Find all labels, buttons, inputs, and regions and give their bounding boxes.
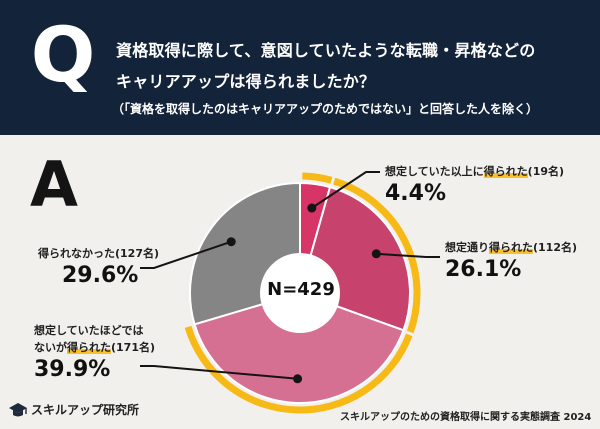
leader-line-1 — [376, 252, 440, 258]
pie-center-hole — [260, 253, 340, 333]
slice-percent-2: 39.9% — [34, 357, 111, 382]
slice-label-1: 想定通り得られた(112名) — [445, 239, 577, 255]
leader-line-2 — [140, 365, 298, 380]
slice-label-0-pre: 想定していた以上に — [385, 165, 484, 178]
slice-label-2-highlight: 得られた — [67, 341, 111, 354]
slice-label-3-count: (127名) — [115, 247, 160, 260]
leader-line-0 — [311, 171, 380, 209]
slice-label-1-highlight: 得られた — [489, 241, 533, 254]
a-letter: A — [30, 148, 78, 221]
slice-percent-3: 29.6% — [62, 263, 139, 288]
slice-label-2-count: (171名) — [111, 341, 156, 354]
slice-label-3: 得られなかった(127名) — [38, 245, 159, 261]
pie-highlight-arc-2 — [184, 325, 413, 414]
question-line-2: キャリアアップは得られましたか？ — [116, 72, 376, 91]
slice-percent-0: 4.4% — [385, 181, 447, 206]
slice-label-1-count: (112名) — [533, 241, 578, 254]
slice-label-0-highlight: 得られた — [483, 165, 528, 178]
leader-dot-1 — [371, 249, 381, 259]
slice-label-2-line1: 想定していたほどでは — [34, 324, 144, 337]
leader-line-3 — [140, 240, 232, 269]
slice-label-0-count: (19名) — [527, 165, 565, 178]
pie-highlight-arc-0 — [302, 172, 333, 184]
q-letter: Q — [30, 10, 96, 99]
slice-label-1-pre: 想定通り — [445, 241, 489, 254]
slice-label-0: 想定していた以上に得られた(19名) — [385, 163, 564, 179]
slice-label-3-pre: 得られなかった — [38, 247, 115, 260]
question-note: （「資格を取得したのはキャリアアップのためではない」と回答した人を除く） — [112, 102, 539, 116]
question-header: Q 資格取得に際して、意図していたような転職・昇格などの キャリアアップは得られ… — [0, 0, 600, 135]
survey-source: スキルアップのための資格取得に関する実態調査 2024 — [340, 412, 592, 423]
slice-label-2: ないが得られた(171名) — [34, 339, 155, 355]
brand: スキルアップ研究所 — [8, 401, 139, 420]
pie-highlight-arc-1 — [333, 177, 421, 334]
slice-label-2-pre: ないが — [34, 341, 67, 354]
graduation-cap-icon — [9, 402, 27, 416]
question-line-1: 資格取得に際して、意図していたような転職・昇格などの — [116, 41, 536, 60]
pie-center-total: N=429 — [267, 279, 335, 300]
slice-percent-1: 26.1% — [445, 257, 522, 282]
brand-name: スキルアップ研究所 — [31, 403, 140, 417]
pie-slice-2 — [193, 291, 405, 404]
